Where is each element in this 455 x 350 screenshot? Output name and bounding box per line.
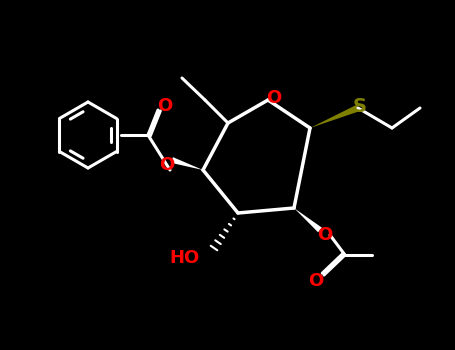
Text: O: O xyxy=(266,89,282,107)
Polygon shape xyxy=(171,157,203,170)
Polygon shape xyxy=(310,105,359,128)
Polygon shape xyxy=(294,208,322,232)
Text: O: O xyxy=(308,272,324,290)
Text: HO: HO xyxy=(170,249,200,267)
Text: O: O xyxy=(157,97,172,115)
Text: O: O xyxy=(318,226,333,244)
Text: S: S xyxy=(353,98,367,117)
Text: O: O xyxy=(159,156,175,174)
